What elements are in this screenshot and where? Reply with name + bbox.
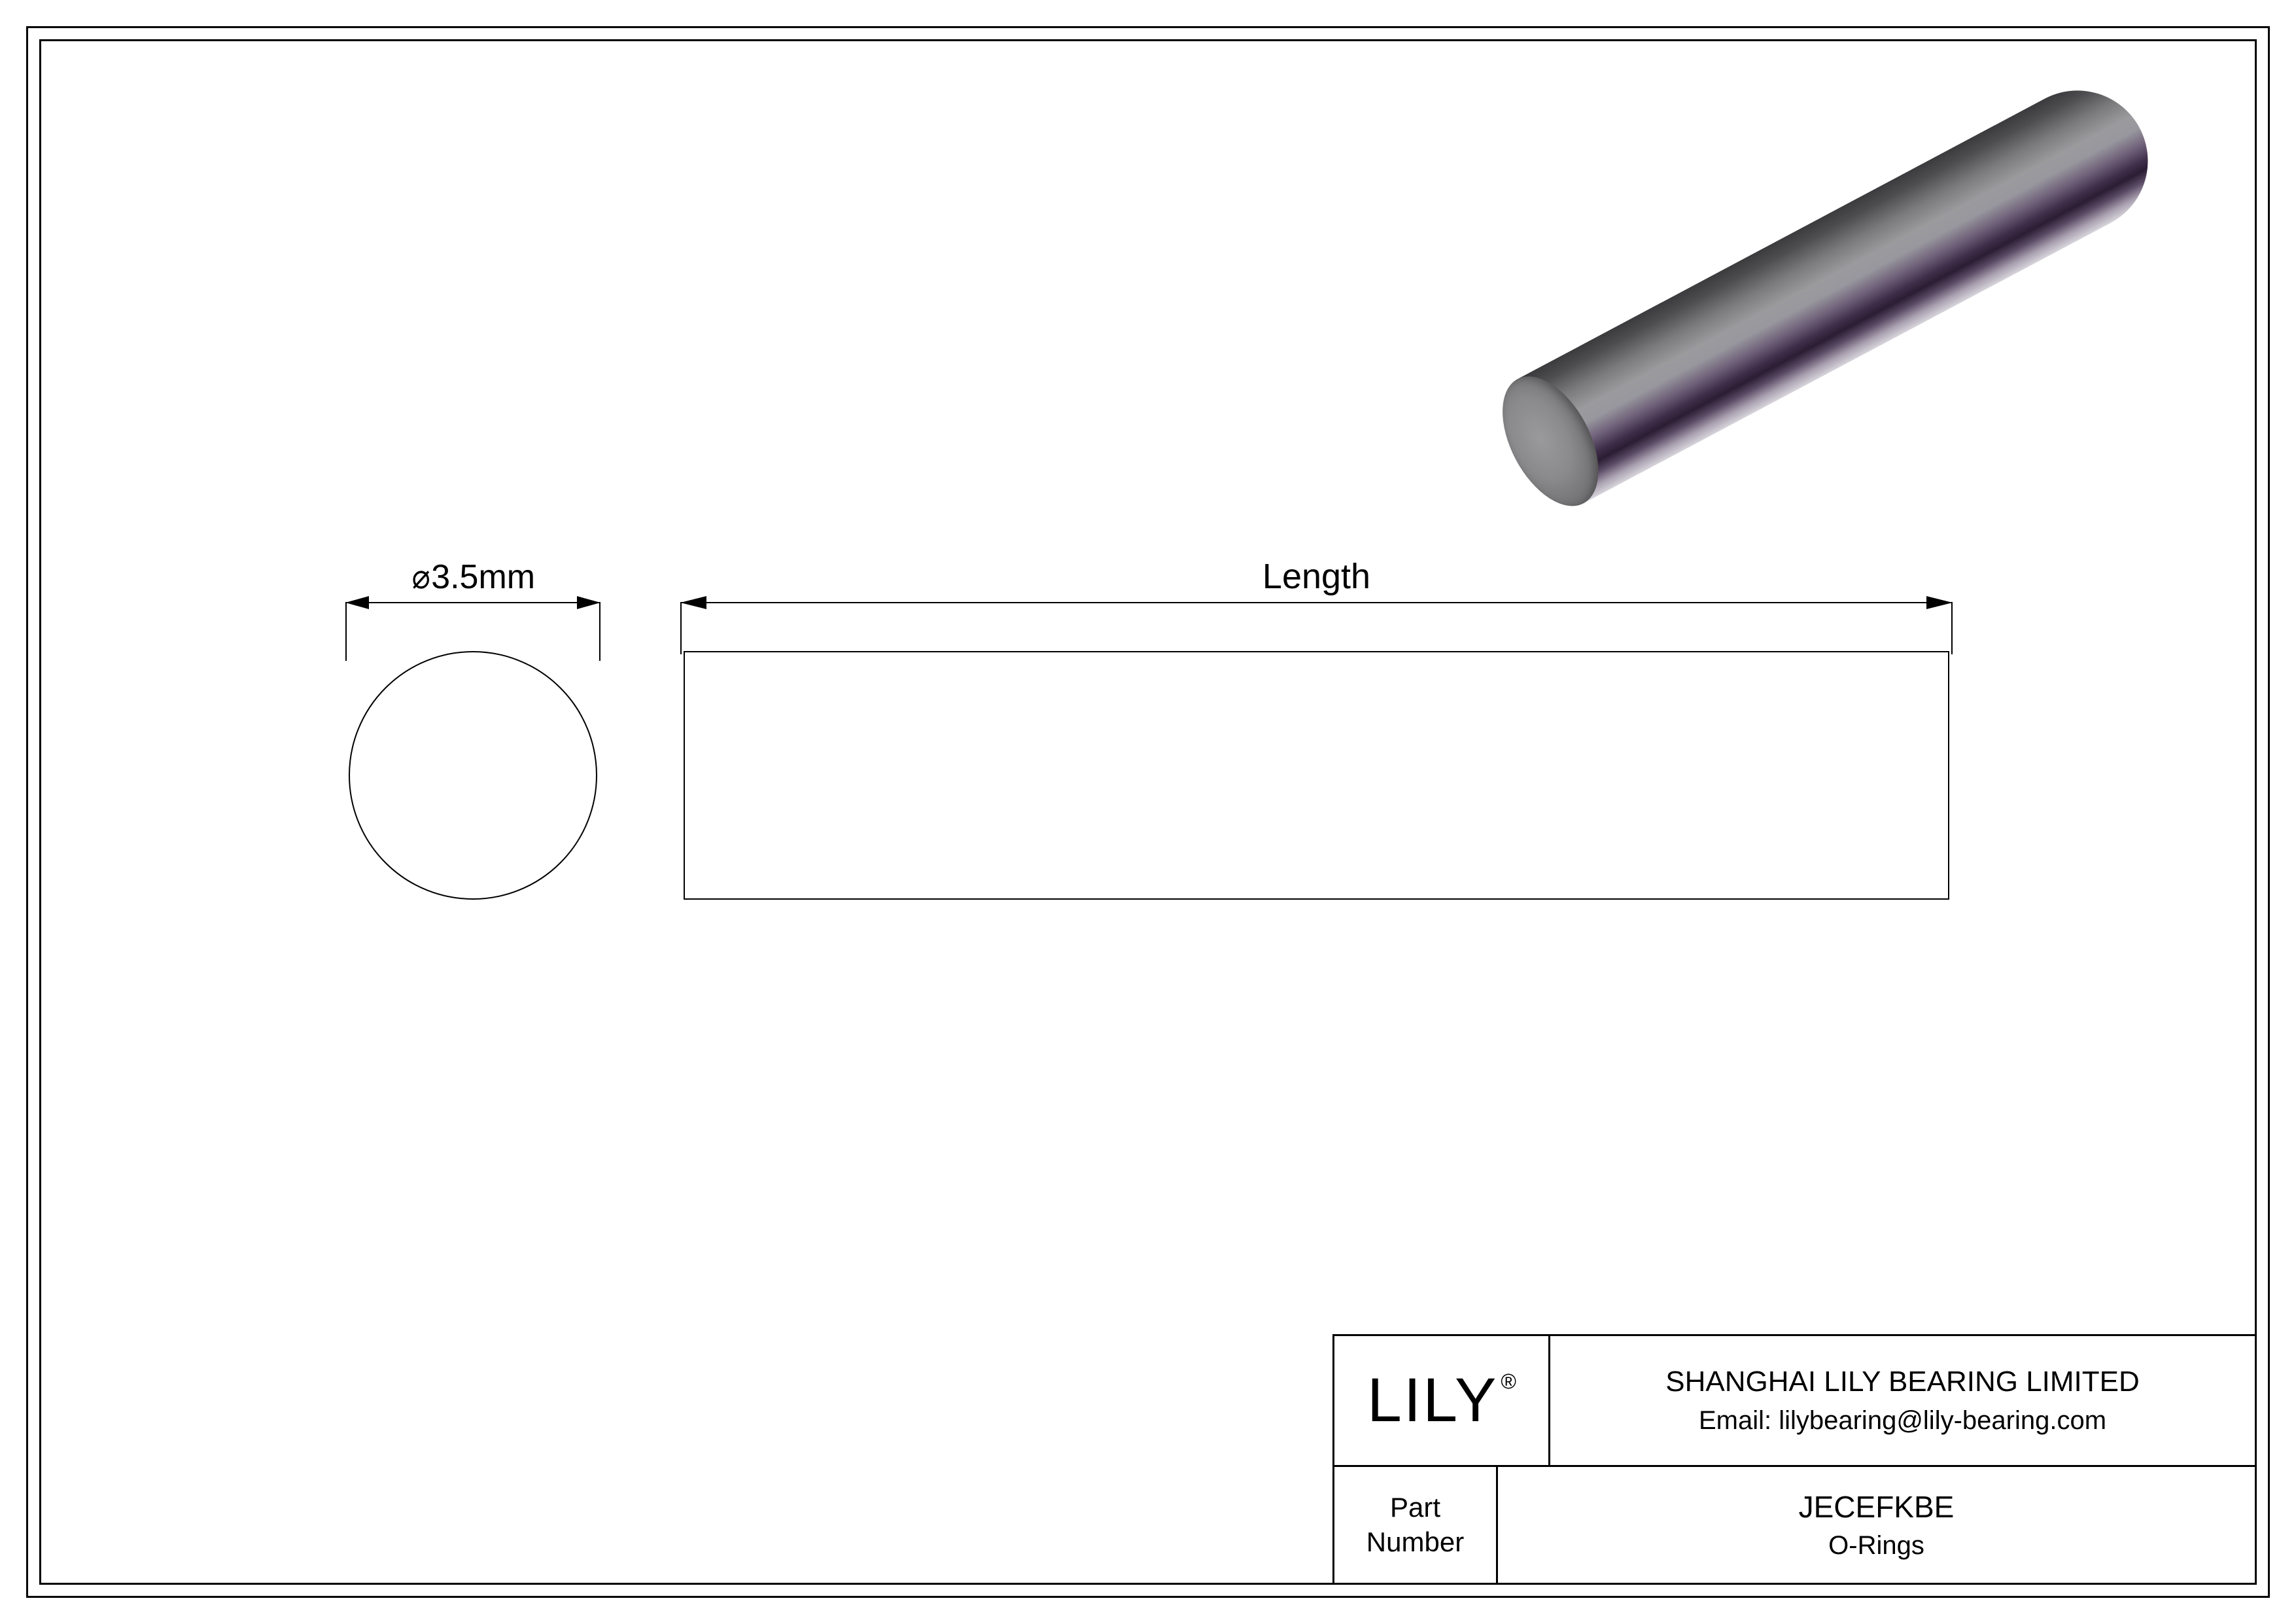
extension-line-left xyxy=(680,602,682,654)
registered-trademark-icon: ® xyxy=(1501,1369,1518,1393)
company-info-cell: SHANGHAI LILY BEARING LIMITED Email: lil… xyxy=(1548,1334,2255,1465)
dimension-line xyxy=(345,602,600,603)
dimension-length: Length xyxy=(680,569,1953,622)
arrow-right-icon xyxy=(577,596,600,609)
dimension-diameter: ⌀3.5mm xyxy=(345,569,600,622)
logo-cell: LILY® xyxy=(1332,1334,1548,1465)
company-logo-text: LILY xyxy=(1367,1366,1498,1435)
company-logo: LILY® xyxy=(1367,1369,1516,1432)
diameter-symbol: ⌀ xyxy=(411,557,430,597)
part-number-value: JECEFKBE xyxy=(1799,1489,1955,1525)
dimension-length-label: Length xyxy=(680,556,1953,597)
company-email: Email: lilybearing@lily-bearing.com xyxy=(1699,1406,2106,1436)
side-view-rectangle xyxy=(684,651,1949,900)
part-number-value-cell: JECEFKBE O-Rings xyxy=(1496,1465,2255,1583)
arrow-left-icon xyxy=(680,596,706,609)
dimension-diameter-label: ⌀3.5mm xyxy=(345,557,600,597)
arrow-right-icon xyxy=(1926,596,1953,609)
diameter-value: 3.5mm xyxy=(431,558,535,596)
cross-section-circle xyxy=(349,651,597,900)
part-number-label: Part Number xyxy=(1366,1491,1464,1559)
part-number-label-line1: Part xyxy=(1390,1492,1440,1523)
title-block: LILY® SHANGHAI LILY BEARING LIMITED Emai… xyxy=(1332,1334,2255,1583)
part-number-label-line2: Number xyxy=(1366,1527,1464,1557)
arrow-left-icon xyxy=(345,596,369,609)
title-block-row-part: Part Number JECEFKBE O-Rings xyxy=(1332,1465,2255,1583)
company-name: SHANGHAI LILY BEARING LIMITED xyxy=(1665,1366,2140,1398)
part-number-label-cell: Part Number xyxy=(1332,1465,1496,1583)
title-block-row-company: LILY® SHANGHAI LILY BEARING LIMITED Emai… xyxy=(1332,1334,2255,1465)
extension-line-left xyxy=(345,602,347,661)
extension-line-right xyxy=(599,602,600,661)
dimension-line xyxy=(680,602,1953,603)
extension-line-right xyxy=(1951,602,1953,654)
part-category: O-Rings xyxy=(1828,1531,1924,1561)
